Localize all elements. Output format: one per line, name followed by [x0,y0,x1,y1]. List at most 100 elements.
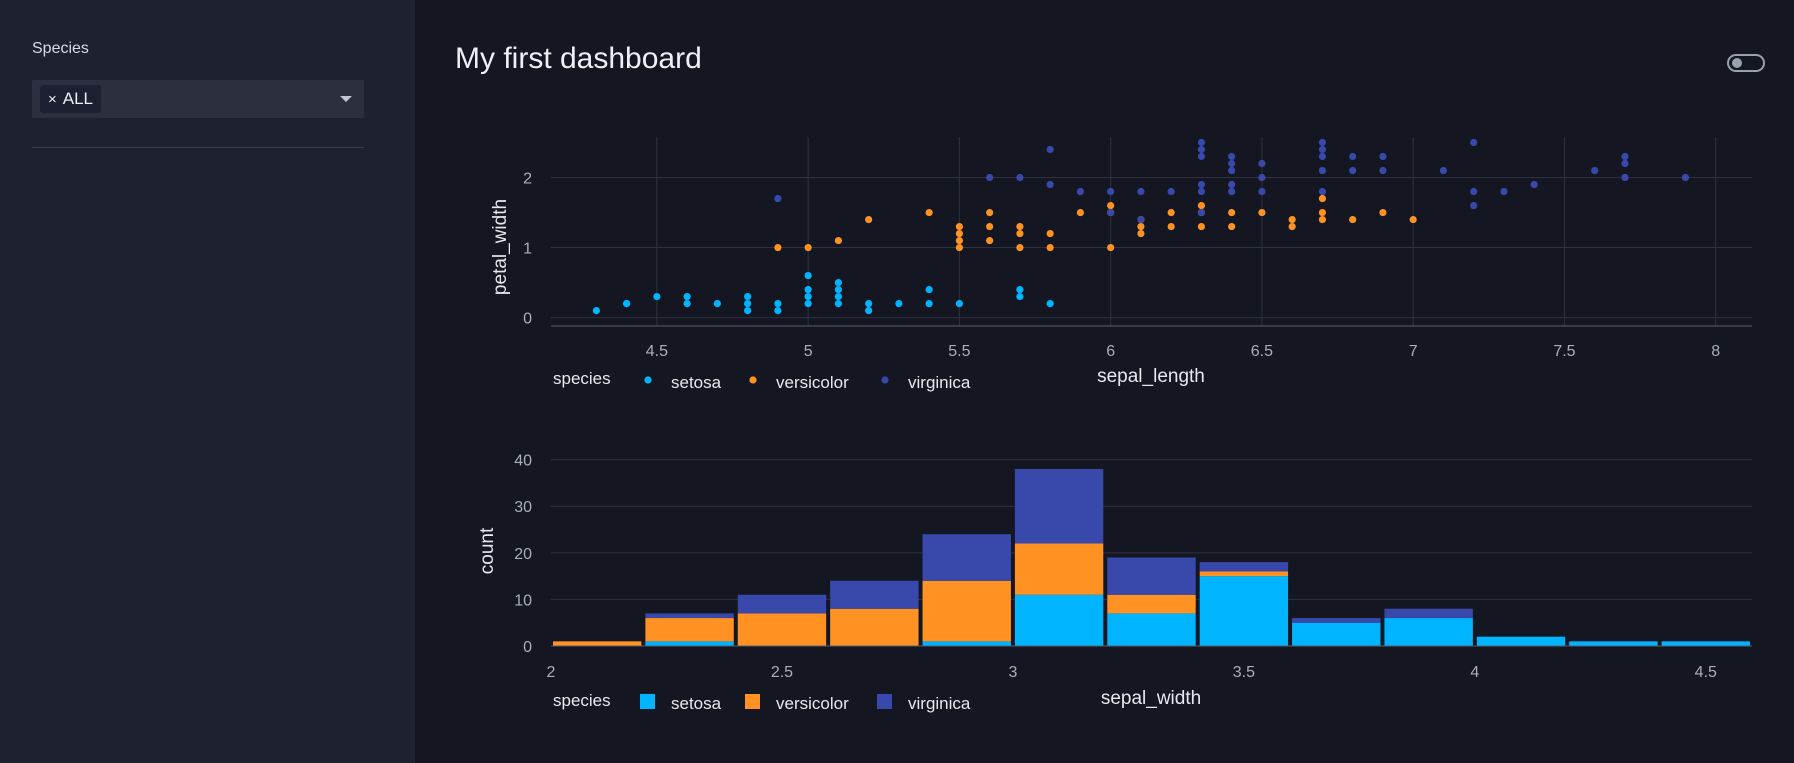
scatter-x-tick-label: 6 [1106,343,1115,360]
scatter-point-virginica [1258,173,1266,182]
scatter-point-virginica [1197,145,1206,154]
scatter-point-setosa [925,285,933,294]
scatter-point-virginica [1197,187,1206,196]
hist-bar-setosa [1384,618,1473,646]
scatter-point-versicolor [1016,243,1024,252]
scatter-x-tick-label: 5 [804,343,813,360]
scatter-point-virginica [1470,187,1478,196]
hist-y-tick-label: 30 [514,499,532,516]
scatter-y-tick-label: 2 [523,171,532,188]
scatter-point-virginica [1349,152,1357,161]
scatter-point-virginica [774,194,782,203]
hist-bar-virginica [645,613,734,619]
scatter-x-tick-label: 7 [1409,343,1418,360]
hist-legend-label: versicolor [776,694,849,713]
chip-label: ALL [62,89,94,108]
scatter-point-versicolor [1228,208,1236,217]
scatter-point-virginica [1197,180,1206,189]
scatter-point-setosa [804,285,812,294]
theme-toggle[interactable] [1727,54,1765,72]
hist-x-tick-label: 3.5 [1233,664,1255,681]
scatter-point-setosa [895,299,903,308]
scatter-point-versicolor [1076,208,1085,217]
scatter-point-versicolor [1016,222,1024,231]
scatter-x-tick-label: 5.5 [948,343,970,360]
species-multiselect[interactable]: × ALL [32,80,364,118]
scatter-point-versicolor [955,243,964,252]
scatter-point-virginica [1167,187,1175,196]
scatter-point-setosa [1016,292,1024,301]
scatter-point-setosa [865,306,873,315]
scatter-point-versicolor [1046,243,1054,252]
hist-bar-setosa [1476,636,1566,646]
scatter-point-virginica [1470,201,1478,210]
scatter-point-setosa [774,299,782,308]
scatter-point-virginica [1621,159,1629,168]
hist-bar-virginica [737,594,827,614]
hist-bar-setosa [1199,576,1289,646]
scatter-x-axis-title: sepal_length [1097,366,1205,387]
scatter-point-virginica [1197,152,1206,161]
hist-legend-swatch-setosa [640,694,655,709]
scatter-point-setosa [713,299,721,308]
scatter-point-versicolor [1197,201,1206,210]
toggle-knob [1732,58,1742,68]
hist-bar-versicolor [1014,543,1104,595]
scatter-y-tick-label: 1 [523,241,532,258]
scatter-point-setosa [834,299,842,308]
scatter-point-versicolor [1288,215,1296,224]
chevron-down-icon[interactable] [340,96,352,102]
hist-bar-virginica [1292,618,1381,623]
hist-bar-setosa [1661,641,1750,646]
remove-chip-icon[interactable]: × [48,90,57,108]
scatter-point-setosa [744,292,752,301]
scatter-point-setosa [834,278,842,287]
hist-bar-versicolor [830,608,919,646]
hist-x-tick-label: 4 [1470,664,1479,681]
scatter-point-virginica [1228,166,1236,175]
hist-bar-setosa [645,641,734,646]
scatter-point-versicolor [1379,208,1387,217]
scatter-point-virginica [1530,180,1538,189]
scatter-point-versicolor [1167,222,1175,231]
hist-bar-setosa [1569,641,1658,646]
hist-legend-title: species [553,691,611,710]
scatter-point-versicolor [1258,208,1266,217]
hist-bar-setosa [1014,594,1104,646]
scatter-point-setosa [744,306,752,315]
scatter-point-versicolor [865,215,873,224]
hist-bar-virginica [1384,608,1473,619]
scatter-x-tick-label: 7.5 [1553,343,1575,360]
scatter-point-setosa [683,299,691,308]
scatter-point-virginica [1046,180,1054,189]
scatter-point-setosa [865,299,873,308]
hist-y-tick-label: 20 [514,546,532,563]
scatter-y-tick-label: 0 [523,311,532,328]
scatter-point-virginica [1137,187,1145,196]
hist-bar-setosa [1107,613,1196,646]
scatter-point-virginica [986,173,994,182]
hist-y-tick-label: 10 [514,592,532,609]
scatter-point-virginica [1016,173,1024,182]
scatter-point-virginica [1500,187,1508,196]
scatter-point-versicolor [1288,222,1296,231]
scatter-point-virginica [1379,166,1387,175]
scatter-point-virginica [1228,180,1236,189]
scatter-point-versicolor [986,208,994,217]
scatter-point-setosa [804,299,812,308]
scatter-point-setosa [1016,285,1024,294]
hist-bar-versicolor [1107,594,1196,614]
scatter-legend-marker-setosa [644,376,652,384]
scatter-point-virginica [1318,145,1327,154]
scatter-point-virginica [1228,187,1236,196]
hist-bar-virginica [1107,557,1196,595]
hist-x-tick-label: 2.5 [771,664,793,681]
selected-chip-all[interactable]: × ALL [40,85,102,113]
scatter-point-versicolor [774,243,782,252]
scatter-point-virginica [1681,173,1690,182]
scatter-point-versicolor [1228,222,1236,231]
scatter-point-versicolor [1318,194,1327,203]
scatter-point-versicolor [1349,215,1357,224]
scatter-point-virginica [1258,159,1266,168]
